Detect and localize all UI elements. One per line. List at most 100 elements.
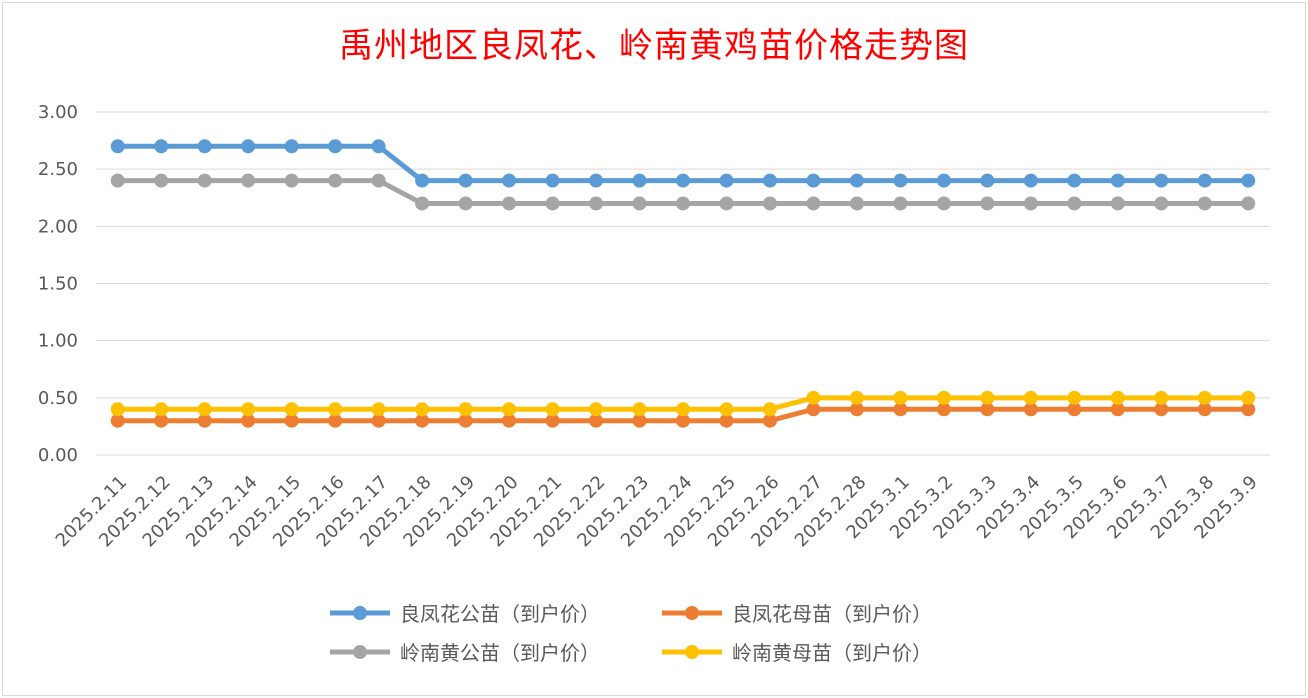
- data-point: [806, 390, 821, 405]
- series-3: [110, 173, 1256, 211]
- y-tick-label: 2.00: [38, 216, 78, 237]
- data-point: [762, 413, 777, 428]
- legend: 良凤花公苗（到户价） 良凤花母苗（到户价） 岭南黄公苗（到户价） 岭南黄母苗（到户价）: [330, 602, 932, 665]
- data-point: [1110, 390, 1125, 405]
- data-point: [893, 173, 908, 188]
- y-tick-label: 1.50: [38, 274, 78, 295]
- data-point: [849, 390, 864, 405]
- data-point: [589, 173, 604, 188]
- data-point: [1197, 196, 1212, 211]
- y-tick-label: 0.50: [38, 388, 78, 409]
- data-point: [893, 390, 908, 405]
- data-point: [589, 196, 604, 211]
- data-point: [1023, 196, 1038, 211]
- data-point: [328, 173, 343, 188]
- data-point: [676, 173, 690, 188]
- data-point: [719, 173, 734, 188]
- data-point: [110, 173, 125, 188]
- data-point: [849, 173, 864, 188]
- data-point: [284, 402, 299, 417]
- data-point: [936, 402, 951, 417]
- data-point: [1241, 173, 1256, 188]
- data-point: [1241, 196, 1256, 211]
- data-point: [197, 402, 212, 417]
- x-axis-tick-labels: 2025.2.112025.2.122025.2.132025.2.142025…: [52, 472, 1262, 552]
- legend-marker: [685, 645, 699, 659]
- data-point: [458, 173, 473, 188]
- data-point: [1241, 402, 1256, 417]
- data-point: [197, 413, 212, 428]
- data-point: [632, 402, 647, 417]
- data-point: [371, 413, 386, 428]
- data-point: [284, 173, 299, 188]
- data-point: [936, 390, 951, 405]
- data-point: [154, 173, 169, 188]
- data-point: [589, 402, 604, 417]
- data-point: [936, 173, 951, 188]
- legend-label: 岭南黄母苗（到户价）: [732, 641, 932, 665]
- data-point: [676, 413, 690, 428]
- data-point: [806, 196, 821, 211]
- legend-item: 岭南黄公苗（到户价）: [330, 641, 600, 665]
- data-point: [197, 139, 212, 154]
- series-1: [110, 139, 1256, 188]
- data-point: [676, 402, 690, 417]
- data-point: [1110, 173, 1125, 188]
- data-point: [719, 196, 734, 211]
- legend-marker: [685, 606, 699, 620]
- data-point: [1067, 173, 1082, 188]
- data-point: [676, 196, 690, 211]
- data-point: [154, 139, 169, 154]
- y-tick-label: 0.00: [38, 445, 78, 466]
- data-point: [632, 173, 647, 188]
- data-point: [241, 139, 256, 154]
- data-point: [762, 196, 777, 211]
- data-point: [415, 173, 430, 188]
- data-point: [415, 402, 430, 417]
- y-axis-tick-labels: 0.00 0.50 1.00 1.50 2.00 2.50 3.00: [38, 102, 78, 466]
- data-point: [328, 402, 343, 417]
- data-point: [154, 413, 169, 428]
- legend-marker: [353, 606, 367, 620]
- legend-marker: [353, 645, 367, 659]
- data-point: [458, 413, 473, 428]
- data-point: [371, 173, 386, 188]
- legend-item: 良凤花母苗（到户价）: [662, 602, 932, 626]
- series-lines: [110, 139, 1256, 428]
- data-point: [980, 402, 995, 417]
- data-point: [241, 402, 256, 417]
- data-point: [849, 402, 864, 417]
- data-point: [1067, 402, 1082, 417]
- y-tick-label: 3.00: [38, 102, 78, 123]
- data-point: [110, 402, 125, 417]
- data-point: [893, 196, 908, 211]
- data-point: [980, 390, 995, 405]
- data-point: [1154, 402, 1169, 417]
- data-point: [1023, 390, 1038, 405]
- data-point: [284, 139, 299, 154]
- data-point: [1197, 402, 1212, 417]
- data-point: [241, 173, 256, 188]
- data-point: [980, 196, 995, 211]
- data-point: [806, 402, 821, 417]
- data-point: [1023, 173, 1038, 188]
- data-point: [545, 173, 560, 188]
- data-point: [849, 196, 864, 211]
- data-point: [502, 402, 517, 417]
- data-point: [1154, 196, 1169, 211]
- data-point: [1067, 390, 1082, 405]
- data-point: [371, 402, 386, 417]
- data-point: [545, 402, 560, 417]
- data-point: [893, 402, 908, 417]
- data-point: [328, 139, 343, 154]
- data-point: [241, 413, 256, 428]
- data-point: [1110, 402, 1125, 417]
- data-point: [632, 196, 647, 211]
- data-point: [371, 139, 386, 154]
- data-point: [328, 413, 343, 428]
- data-point: [719, 413, 734, 428]
- data-point: [1067, 196, 1082, 211]
- data-point: [197, 173, 212, 188]
